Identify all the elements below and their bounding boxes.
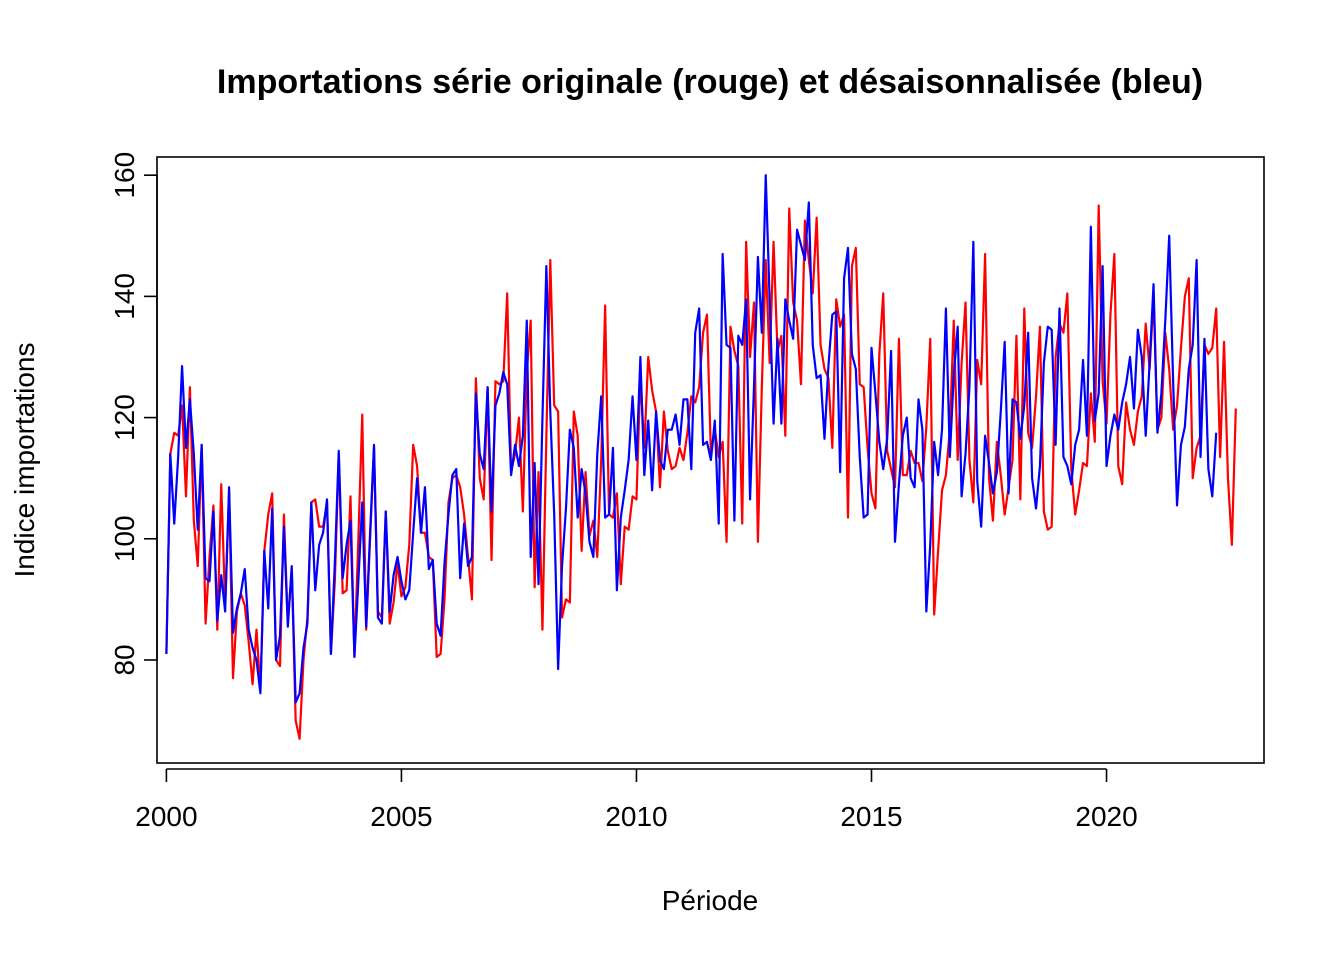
series-line-original [165,204,1237,740]
x-axis: 2000 2005 2010 2015 2020 [135,768,1138,832]
x-axis-label: Période [662,885,759,916]
x-tick-label: 2015 [840,801,902,832]
x-tick-label: 2010 [605,801,667,832]
y-tick-label: 160 [109,152,140,199]
y-tick-label: 100 [109,515,140,562]
y-tick-label: 120 [109,394,140,441]
chart-title: Importations série originale (rouge) et … [217,63,1203,101]
y-axis-label: Indice importations [9,342,40,577]
x-tick-label: 2000 [135,801,197,832]
series-line-seasonally-adjusted [165,174,1218,704]
y-tick-label: 140 [109,273,140,320]
y-tick-label: 80 [109,644,140,675]
x-tick-label: 2005 [370,801,432,832]
y-axis: 80 100 120 140 160 [109,152,158,676]
series-layer [165,174,1237,740]
x-tick-label: 2020 [1075,801,1137,832]
